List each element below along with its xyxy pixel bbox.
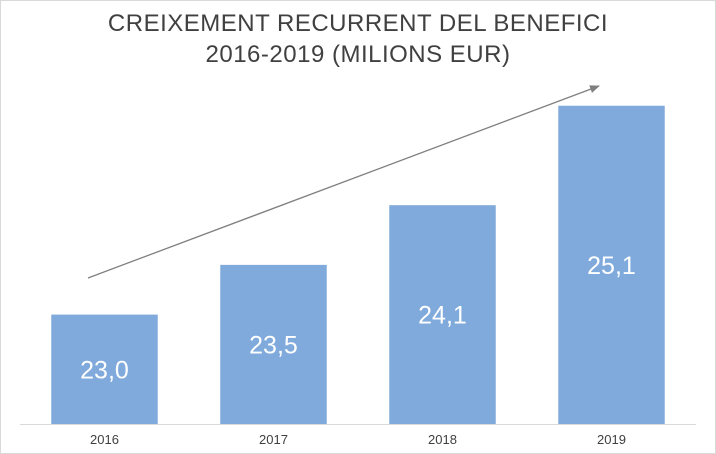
x-tick-label-2018: 2018 xyxy=(428,432,457,447)
bar-2018 xyxy=(389,205,496,424)
x-tick-label-2017: 2017 xyxy=(259,432,288,447)
data-label-2019: 25,1 xyxy=(587,252,636,280)
chart-title-line-2: 2016-2019 (MILIONS EUR) xyxy=(205,41,511,68)
bar-2017 xyxy=(220,264,327,424)
data-label-2016: 23,0 xyxy=(80,356,129,384)
x-tick-labels-group: 2016 2017 2018 2019 xyxy=(90,432,626,447)
x-tick-label-2019: 2019 xyxy=(597,432,626,447)
bar-2019 xyxy=(558,105,665,424)
x-tick-label-2016: 2016 xyxy=(90,432,119,447)
trend-arrow xyxy=(87,85,600,279)
data-label-2017: 23,5 xyxy=(249,331,298,359)
chart-title-line-1: CREIXEMENT RECURRENT DEL BENEFICI xyxy=(107,10,609,37)
bars-group xyxy=(51,105,665,424)
data-label-2018: 24,1 xyxy=(418,302,467,330)
bar-2016 xyxy=(51,314,158,424)
data-labels-group: 23,0 23,5 24,1 25,1 xyxy=(80,252,636,384)
chart-title: CREIXEMENT RECURRENT DEL BENEFICI 2016-2… xyxy=(0,8,716,70)
